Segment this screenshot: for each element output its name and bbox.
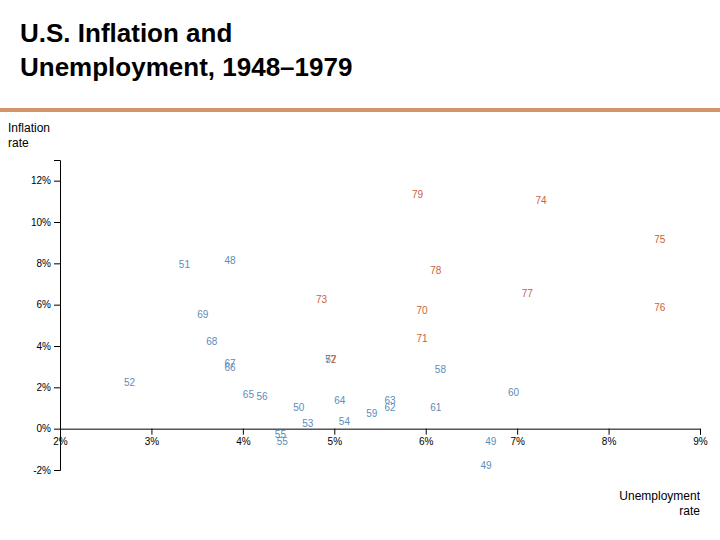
y-tick-mark bbox=[54, 470, 60, 471]
point-label: 73 bbox=[316, 294, 328, 305]
x-tick: 4% bbox=[236, 429, 251, 447]
x-tick-label: 5% bbox=[328, 436, 343, 447]
y-tick-mark bbox=[54, 346, 60, 347]
y-tick-mark bbox=[54, 263, 60, 264]
y-axis-title: Inflationrate bbox=[8, 121, 50, 150]
point-label: 69 bbox=[197, 309, 209, 320]
x-tick-mark bbox=[609, 429, 610, 435]
chart: U.S. Inflation and Unemployment, 1948–197… bbox=[0, 0, 720, 540]
point-label: 58 bbox=[435, 364, 447, 375]
x-tick: 8% bbox=[602, 429, 617, 447]
y-tick-label: 12% bbox=[31, 175, 51, 186]
y-tick-mark bbox=[54, 222, 60, 223]
title-line: U.S. Inflation and bbox=[20, 18, 232, 48]
y-tick-mark bbox=[54, 429, 60, 430]
x-tick: 5% bbox=[328, 429, 343, 447]
point-label: 49 bbox=[481, 460, 493, 470]
point-label: 74 bbox=[535, 195, 547, 206]
point-label: 51 bbox=[179, 259, 191, 270]
point-label: 75 bbox=[654, 234, 666, 245]
x-tick-mark bbox=[700, 429, 701, 435]
annotation: 49 bbox=[485, 436, 497, 447]
x-axis: 2%3%4%5%6%7%8%9% bbox=[53, 429, 708, 447]
points: 4849505152535455565758596061626364656667… bbox=[124, 189, 666, 470]
x-tick-label: 6% bbox=[419, 436, 434, 447]
point-label: 60 bbox=[508, 387, 520, 398]
x-tick-mark bbox=[243, 429, 244, 435]
point-label: 68 bbox=[206, 336, 218, 347]
y-tick-label: 8% bbox=[37, 258, 52, 269]
y-tick: 6% bbox=[37, 299, 60, 310]
y-axis-line bbox=[54, 161, 61, 471]
y-axis-title-line: Inflation bbox=[8, 121, 50, 135]
y-tick: 2% bbox=[37, 382, 60, 393]
point-label: 72 bbox=[325, 354, 337, 365]
point-label: 52 bbox=[124, 377, 136, 388]
y-tick-label: 0% bbox=[37, 423, 52, 434]
point-label: 48 bbox=[225, 255, 237, 266]
y-tick-label: 6% bbox=[37, 299, 52, 310]
y-tick-label: 10% bbox=[31, 217, 51, 228]
x-tick: 9% bbox=[693, 429, 708, 447]
point-label: 78 bbox=[430, 265, 442, 276]
point-label: 56 bbox=[257, 391, 269, 402]
series: 70 71 72 73 74 75 76 77 78 79 bbox=[316, 189, 666, 365]
x-tick-mark bbox=[426, 429, 427, 435]
point-label: 50 bbox=[293, 402, 305, 413]
y-tick-label: -2% bbox=[33, 465, 51, 476]
x-axis-title-line: Unemployment bbox=[619, 489, 700, 503]
y-tick: 0% bbox=[37, 423, 60, 434]
x-axis-line bbox=[61, 429, 701, 435]
y-axis: -2% 0% 2% 4% 6% 8% 10% 12% bbox=[31, 161, 61, 476]
y-tick: 12% bbox=[31, 175, 60, 186]
x-tick-label: 8% bbox=[602, 436, 617, 447]
point-label: 70 bbox=[417, 305, 429, 316]
point-label: 57 bbox=[325, 354, 337, 365]
y-tick-mark bbox=[54, 181, 60, 182]
y-tick: 4% bbox=[37, 341, 60, 352]
point-label: 54 bbox=[339, 416, 351, 427]
point-label: 53 bbox=[302, 418, 314, 429]
x-tick-label: 7% bbox=[510, 436, 525, 447]
y-tick: 10% bbox=[31, 217, 60, 228]
y-tick-label: 2% bbox=[37, 382, 52, 393]
point-label: 77 bbox=[522, 288, 534, 299]
x-tick-mark bbox=[151, 429, 152, 435]
annotation: 55 bbox=[277, 436, 289, 447]
point-label: 76 bbox=[654, 302, 666, 313]
y-tick-label: 4% bbox=[37, 341, 52, 352]
point-label: 65 bbox=[243, 389, 255, 400]
annotations: 55 49 bbox=[277, 436, 497, 447]
y-tick-mark bbox=[54, 387, 60, 388]
x-tick-mark bbox=[517, 429, 518, 435]
x-tick: 6% bbox=[419, 429, 434, 447]
point-label: 59 bbox=[366, 408, 378, 419]
point-label: 64 bbox=[334, 395, 346, 406]
x-axis-title-line: rate bbox=[679, 504, 700, 518]
x-tick: 7% bbox=[510, 429, 525, 447]
y-tick: 8% bbox=[37, 258, 60, 269]
point-label: 71 bbox=[417, 333, 429, 344]
x-tick: 3% bbox=[145, 429, 160, 447]
x-tick-label: 4% bbox=[236, 436, 251, 447]
x-tick-label: 9% bbox=[693, 436, 708, 447]
y-axis-title-line: rate bbox=[8, 136, 29, 150]
title: U.S. Inflation and Unemployment, 1948–197… bbox=[20, 18, 352, 82]
divider bbox=[0, 108, 720, 112]
x-tick-mark bbox=[334, 429, 335, 435]
point-label: 63 bbox=[385, 395, 397, 406]
y-tick: -2% bbox=[33, 465, 60, 476]
title-line: Unemployment, 1948–1979 bbox=[20, 52, 352, 82]
x-tick-label: 3% bbox=[145, 436, 160, 447]
y-tick-mark bbox=[54, 305, 60, 306]
series: 4849505152535455565758596061626364656667… bbox=[124, 255, 520, 470]
point-label: 61 bbox=[430, 402, 442, 413]
x-axis-title: Unemploymentrate bbox=[619, 489, 700, 518]
point-label: 67 bbox=[225, 358, 237, 369]
point-label: 79 bbox=[412, 189, 424, 200]
